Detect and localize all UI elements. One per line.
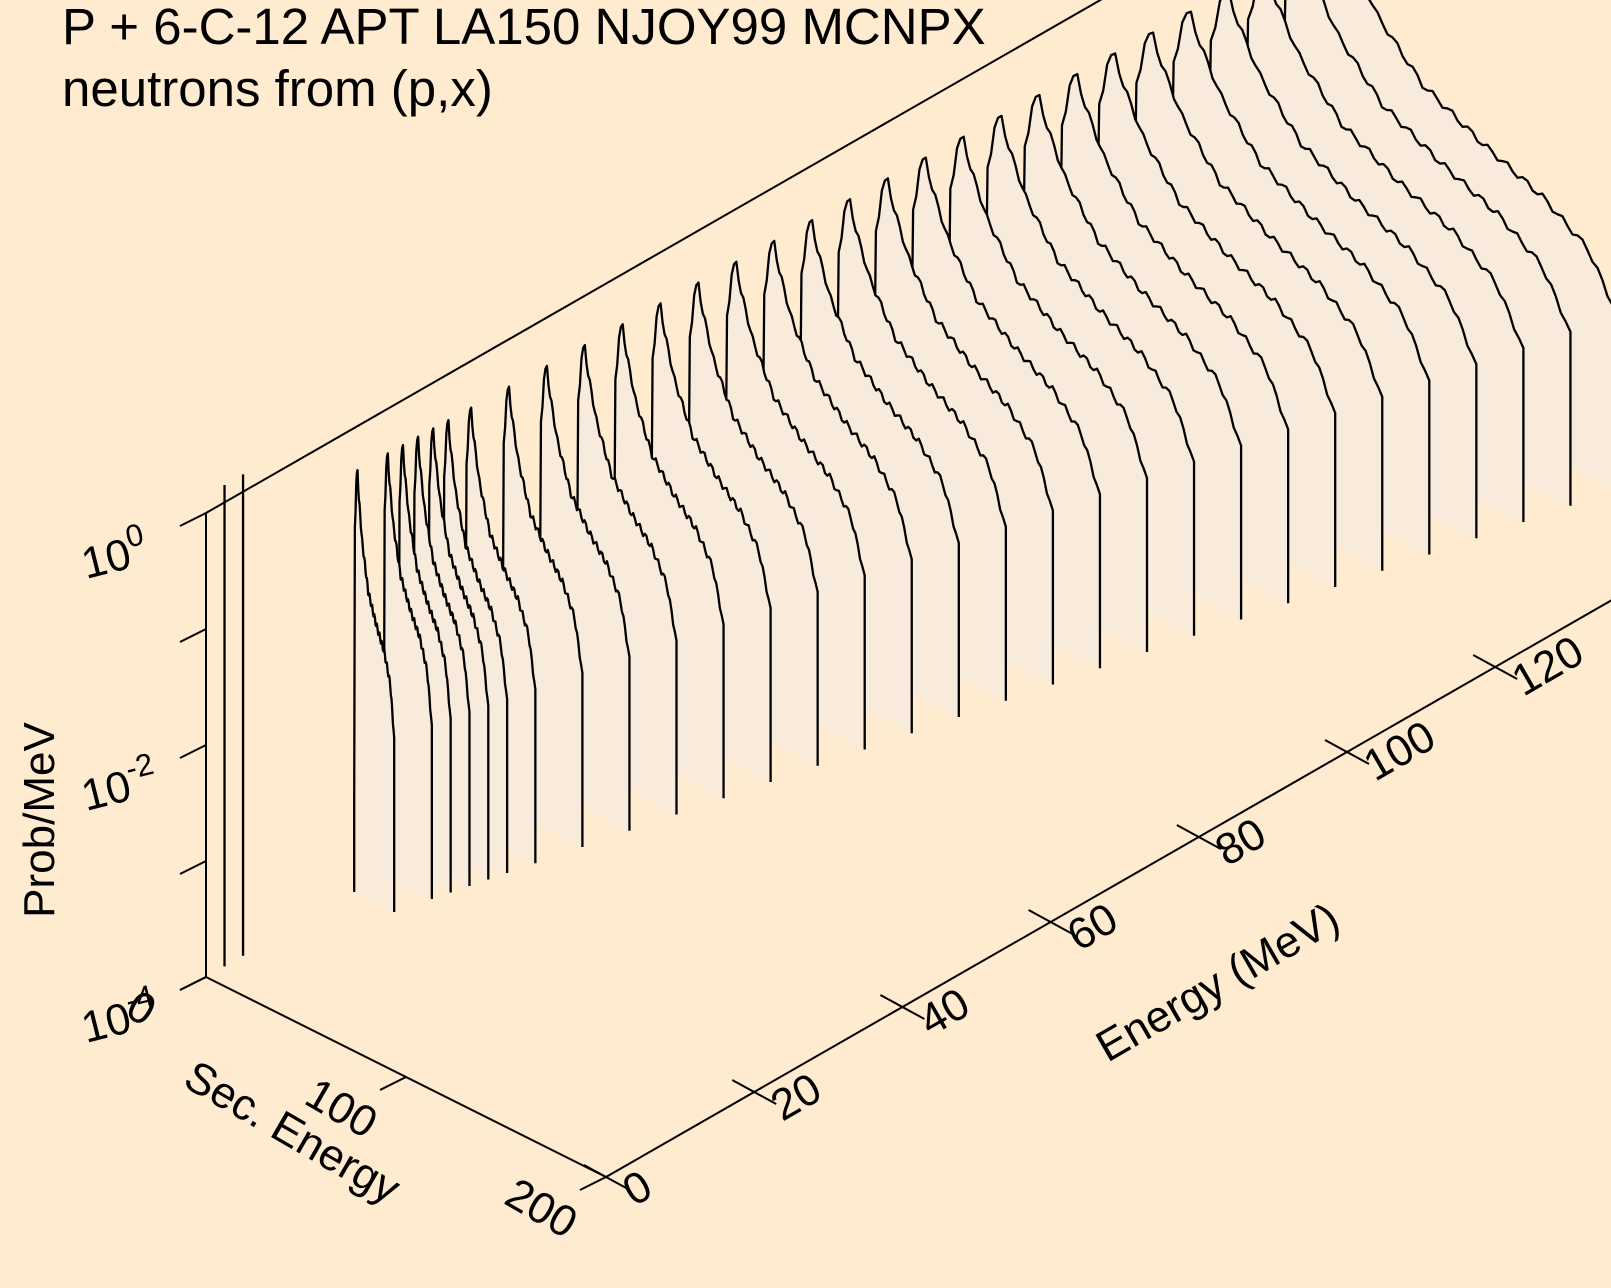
spectrum-line	[1131, 31, 1384, 571]
back-wall-edges	[205, 0, 1103, 977]
y-tick	[583, 1164, 629, 1190]
spectrum-line	[575, 343, 678, 815]
y-tick	[1472, 654, 1518, 680]
spectrum-line	[1094, 52, 1337, 587]
y-tick	[731, 1079, 777, 1105]
z-tick-label: 10-2	[74, 746, 162, 821]
spectrum-line	[871, 177, 1055, 685]
spectrum-line	[441, 418, 509, 873]
spectrum-line	[1019, 93, 1243, 620]
spectrum-line	[1168, 10, 1431, 555]
spectrum-line	[760, 239, 913, 734]
spectrum-line	[649, 302, 772, 782]
spectrum-line	[538, 364, 631, 831]
z-tick	[179, 628, 207, 643]
spectrum-line	[464, 406, 537, 864]
y-tick-label: 80	[1207, 809, 1274, 876]
spectrum-slice	[382, 452, 433, 899]
spectrum-line	[397, 443, 452, 893]
x-tick	[579, 1176, 607, 1191]
chart-subtitle: neutrons from (p,x)	[62, 60, 493, 117]
spectrum-slice	[353, 468, 396, 912]
spectrum-line	[1242, 0, 1525, 522]
spectrum-line	[412, 435, 471, 886]
spectrum-fill	[383, 453, 432, 899]
y-tick-label: 60	[1059, 894, 1126, 961]
spectrum-line	[501, 385, 584, 847]
y-tick	[1324, 739, 1370, 765]
spectrum-line	[797, 218, 960, 717]
z-tick	[179, 512, 207, 527]
y-tick	[879, 994, 925, 1020]
y-axis-title: Energy (MeV)	[1088, 893, 1348, 1071]
z-tick-label: 100	[74, 516, 152, 588]
x-tick	[379, 1076, 407, 1091]
spectrum-line	[723, 260, 866, 750]
spectrum-line	[1279, 0, 1572, 506]
y-tick-label: 40	[911, 979, 978, 1046]
y-tick-label: 20	[763, 1064, 830, 1131]
spectrum-line	[945, 135, 1149, 652]
y-tick-label: 120	[1504, 627, 1592, 706]
spectrum-fill	[354, 470, 395, 912]
spectrum-line	[353, 468, 396, 912]
y-tick-label: 100	[1356, 712, 1444, 791]
spectrum-slices	[223, 0, 1611, 967]
spectrum-line	[1205, 0, 1478, 539]
y-tick	[1028, 909, 1074, 935]
z-tick	[179, 860, 207, 875]
chart-title: P + 6-C-12 APT LA150 NJOY99 MCNPX	[62, 0, 986, 55]
spectrum-line	[612, 323, 725, 799]
z-axis-title: Prob/MeV	[15, 722, 64, 918]
x-tick-label: 200	[497, 1169, 585, 1248]
z-tick	[179, 744, 207, 759]
spectrum-line	[427, 427, 490, 880]
spectrum-line	[908, 156, 1102, 669]
spectrum-line	[1316, 0, 1611, 340]
spectrum-line	[834, 198, 1007, 701]
spectrum-line	[382, 452, 433, 899]
x-axis-title: Sec. Energy	[176, 1051, 408, 1213]
spectrum-line	[982, 114, 1196, 636]
x-tick	[179, 976, 207, 991]
plot-frame	[179, 0, 1611, 1191]
y-tick-label: 0	[615, 1161, 661, 1216]
spectrum-line	[686, 281, 819, 766]
y-tick	[1176, 824, 1222, 850]
spectrum-line	[1057, 73, 1290, 604]
